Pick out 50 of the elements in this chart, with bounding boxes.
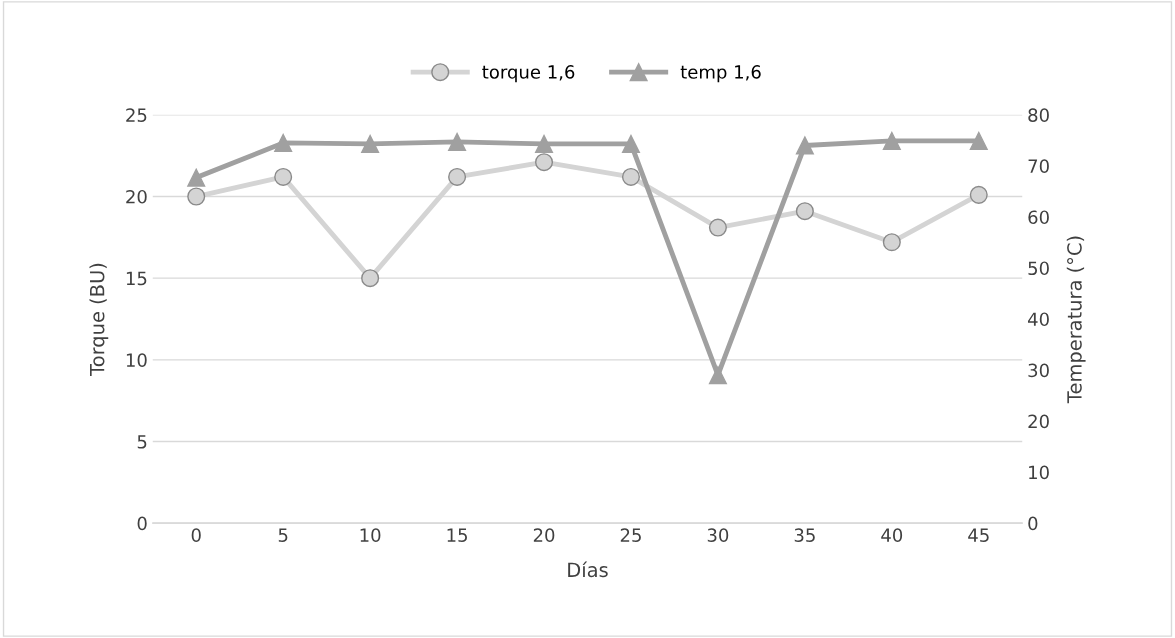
point (969, 185, 988, 204)
point (708, 366, 727, 385)
x-tick-label: 5 (278, 528, 288, 542)
y2-tick-label: 70 (1028, 159, 1049, 173)
y-axis-title: Torque (BU) (89, 263, 109, 376)
point (187, 187, 206, 206)
point (795, 202, 814, 221)
y-tick-label: 5 (137, 435, 147, 449)
y-tick-label: 25 (126, 108, 147, 122)
y2-tick-label: 60 (1028, 210, 1049, 225)
y2-tick-label: 30 (1028, 363, 1049, 378)
point (969, 131, 988, 150)
legend-label: torque 1,6 (482, 65, 575, 83)
point (274, 133, 293, 152)
point (274, 167, 293, 186)
y2-tick-label: 40 (1027, 312, 1049, 327)
y-tick-label: 10 (126, 353, 147, 367)
y2-tick-label: 10 (1029, 465, 1049, 480)
point (708, 218, 727, 237)
x-tick-label: 15 (447, 528, 467, 542)
point (361, 269, 380, 288)
point (882, 131, 901, 150)
y-tick-label: 20 (126, 189, 147, 204)
x-tick-label: 0 (191, 528, 201, 542)
y2-tick-label: 80 (1028, 108, 1049, 122)
x-tick-label: 45 (968, 528, 989, 542)
legend-label: temp 1,6 (680, 65, 761, 83)
y-tick-label: 0 (137, 516, 147, 531)
x-tick-label: 20 (533, 528, 555, 542)
y2-axis-title: Temperatura (°C) (1066, 236, 1086, 404)
y2-tick-label: 20 (1028, 414, 1049, 429)
point (361, 134, 380, 153)
point (621, 134, 641, 153)
point (187, 168, 206, 187)
x-tick-label: 30 (707, 528, 729, 542)
x-tick-label: 25 (620, 528, 641, 542)
point (621, 167, 641, 186)
point (448, 132, 467, 151)
x-tick-label: 35 (794, 528, 815, 542)
point (448, 167, 467, 186)
x-tick-label: 40 (881, 528, 903, 542)
point (795, 136, 814, 155)
y2-tick-label: 0 (1028, 516, 1038, 531)
point (534, 134, 554, 153)
x-tick-label: 10 (360, 528, 381, 542)
point (534, 153, 554, 172)
y2-tick-label: 50 (1028, 261, 1049, 276)
x-axis-title: Días (568, 561, 608, 578)
y-tick-label: 15 (126, 271, 147, 286)
point (882, 233, 901, 252)
